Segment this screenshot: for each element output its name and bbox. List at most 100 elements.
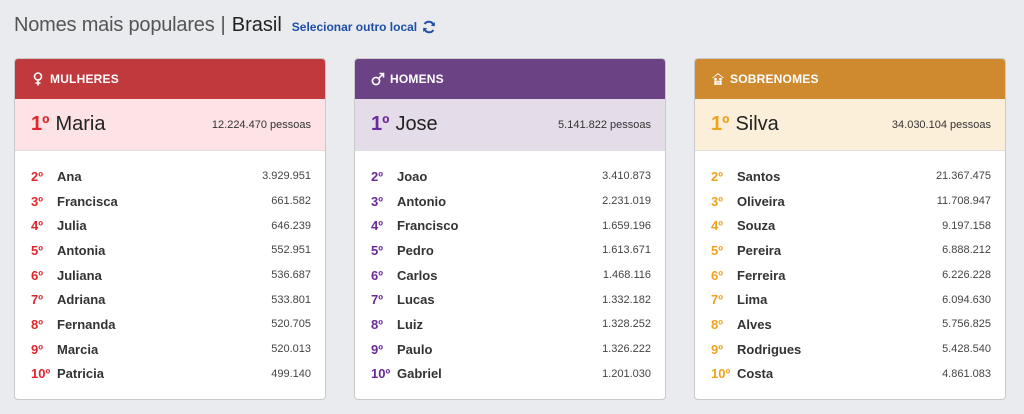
- name: Ferreira: [737, 267, 786, 283]
- name: Joao: [397, 168, 428, 184]
- name: Juliana: [57, 267, 102, 283]
- rank: 3º: [31, 193, 43, 209]
- count: 533.801: [271, 293, 311, 306]
- rank: 5º: [711, 242, 723, 258]
- top-name: Jose: [395, 113, 438, 135]
- name: Pedro: [397, 242, 434, 258]
- name: Carlos: [397, 267, 438, 283]
- count: 520.013: [271, 343, 311, 356]
- count: 1.328.252: [602, 318, 651, 331]
- rank: 9º: [31, 341, 43, 357]
- count: 1.332.182: [602, 293, 651, 306]
- list-item: 4º Julia 646.239: [15, 213, 325, 238]
- list-item: 6º Ferreira 6.226.228: [695, 263, 1005, 288]
- rank: 2º: [31, 168, 43, 184]
- rank: 10º: [31, 366, 51, 382]
- page-title: Nomes mais populares: [14, 13, 215, 36]
- count: 21.367.475: [935, 170, 991, 183]
- name: Lucas: [397, 292, 435, 308]
- change-location-link[interactable]: Selecionar outro local: [291, 19, 418, 34]
- list-item: 5º Pereira 6.888.212: [695, 238, 1005, 263]
- list-item: 7º Lucas 1.332.182: [355, 287, 665, 312]
- card-header: SOBRENOMES: [695, 59, 1005, 99]
- count: 4.861.083: [942, 367, 991, 380]
- count: 6.226.228: [942, 269, 991, 282]
- name: Santos: [737, 168, 781, 184]
- count: 552.951: [271, 244, 311, 257]
- list-item: 3º Antonio 2.231.019: [355, 189, 665, 214]
- rank: 4º: [711, 218, 723, 234]
- list-item: 8º Fernanda 520.705: [15, 312, 325, 337]
- name: Julia: [57, 218, 87, 234]
- list-item: 2º Joao 3.410.873: [355, 164, 665, 189]
- list-item: 7º Lima 6.094.630: [695, 287, 1005, 312]
- family-icon: [711, 72, 725, 86]
- rank: 4º: [31, 218, 43, 234]
- rank: 3º: [371, 193, 383, 209]
- name: Luiz: [397, 316, 423, 332]
- location-name: Brasil: [231, 13, 282, 36]
- top-ranked-row: 1º Silva 34.030.104 pessoas: [695, 99, 1005, 151]
- count: 520.705: [271, 318, 311, 331]
- count: 646.239: [271, 219, 311, 232]
- list-item: 6º Carlos 1.468.116: [355, 263, 665, 288]
- rank: 9º: [711, 341, 723, 357]
- list-item: 4º Francisco 1.659.196: [355, 213, 665, 238]
- name: Gabriel: [397, 366, 442, 382]
- list-item: 7º Adriana 533.801: [15, 287, 325, 312]
- male-names-card: HOMENS 1º Jose 5.141.822 pessoas 2º Joao 3…: [354, 58, 666, 400]
- rank: 5º: [31, 242, 43, 258]
- top-name: Silva: [735, 113, 779, 135]
- name: Souza: [737, 218, 776, 234]
- top-name: Maria: [55, 113, 106, 135]
- refresh-icon[interactable]: [422, 20, 436, 34]
- count: 1.613.671: [602, 244, 651, 257]
- top-count: 34.030.104 pessoas: [891, 118, 991, 131]
- name: Antonia: [57, 242, 106, 258]
- rank: 7º: [31, 292, 43, 308]
- count: 499.140: [271, 367, 311, 380]
- count: 3.929.951: [262, 170, 311, 183]
- rank: 2º: [711, 168, 723, 184]
- ranking-list: 2º Ana 3.929.951 3º Francisca 661.582 4º Juli…: [15, 151, 325, 386]
- list-item: 10º Gabriel 1.201.030: [355, 362, 665, 387]
- ranking-list: 2º Joao 3.410.873 3º Antonio 2.231.019 4º Fra…: [355, 151, 665, 386]
- list-item: 3º Francisca 661.582: [15, 189, 325, 214]
- rank: 10º: [711, 366, 731, 382]
- count: 2.231.019: [602, 195, 651, 208]
- name: Pereira: [737, 242, 782, 258]
- name: Francisco: [397, 218, 459, 234]
- name: Francisca: [57, 193, 118, 209]
- rank: 10º: [371, 366, 391, 382]
- card-heading: SOBRENOMES: [730, 72, 819, 86]
- count: 3.410.873: [602, 170, 651, 183]
- count: 661.582: [271, 195, 311, 208]
- rank: 7º: [711, 292, 723, 308]
- ranking-list: 2º Santos 21.367.475 3º Oliveira 11.708.947 …: [695, 151, 1005, 386]
- count: 11.708.947: [936, 195, 991, 208]
- name: Rodrigues: [737, 341, 802, 357]
- card-heading: MULHERES: [50, 72, 119, 86]
- list-item: 9º Paulo 1.326.222: [355, 337, 665, 362]
- list-item: 10º Patricia 499.140: [15, 362, 325, 387]
- female-symbol-icon: [31, 72, 45, 86]
- male-symbol-icon: [371, 72, 385, 86]
- count: 1.468.116: [602, 269, 651, 282]
- list-item: 5º Antonia 552.951: [15, 238, 325, 263]
- rank: 5º: [371, 242, 383, 258]
- rank: 4º: [371, 218, 383, 234]
- name: Patricia: [57, 366, 104, 382]
- list-item: 10º Costa 4.861.083: [695, 362, 1005, 387]
- name: Costa: [737, 366, 774, 382]
- card-heading: HOMENS: [390, 72, 444, 86]
- rank: 6º: [371, 267, 383, 283]
- list-item: 4º Souza 9.197.158: [695, 213, 1005, 238]
- count: 1.201.030: [602, 367, 651, 380]
- page-header: Nomes mais populares | Brasil Selecionar…: [14, 12, 436, 38]
- count: 5.428.540: [942, 343, 991, 356]
- rank: 3º: [711, 193, 723, 209]
- top-count: 5.141.822 pessoas: [558, 118, 651, 131]
- list-item: 5º Pedro 1.613.671: [355, 238, 665, 263]
- rank: 2º: [371, 168, 383, 184]
- list-item: 2º Santos 21.367.475: [695, 164, 1005, 189]
